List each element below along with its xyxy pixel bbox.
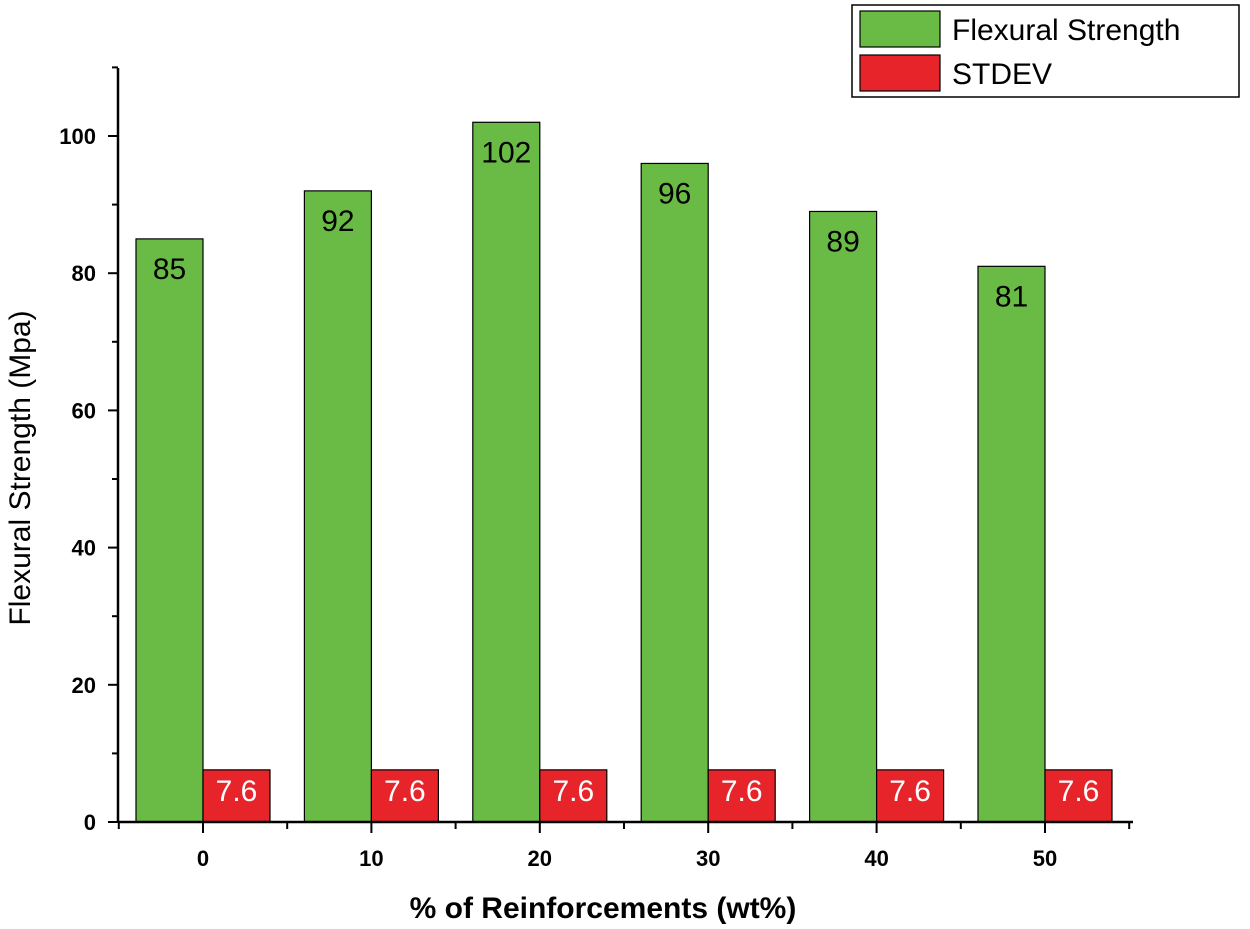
x-axis-title: % of Reinforcements (wt%) (410, 892, 797, 925)
stdev-value-label-50: 7.6 (1058, 775, 1100, 808)
legend-label-stdev: STDEV (952, 58, 1052, 91)
y-tick-label-20: 20 (72, 673, 96, 698)
stdev-bar-0 (202, 769, 271, 823)
x-tick-label-20: 20 (528, 846, 552, 871)
flexural-value-label-50: 81 (995, 280, 1028, 313)
x-tick-label-30: 30 (696, 846, 720, 871)
stdev-bar-20 (539, 769, 608, 823)
x-tick-label-10: 10 (359, 846, 383, 871)
flexural-bar-40 (808, 210, 878, 823)
flexural-value-label-40: 89 (826, 225, 859, 258)
flexural-bar-20 (472, 121, 541, 823)
stdev-bar-50 (1044, 769, 1113, 823)
axes-layer: 0 20 40 60 80 100 0 10 20 30 40 50 (59, 66, 1133, 871)
x-tick-label-50: 50 (1033, 846, 1057, 871)
flexural-value-label-10: 92 (321, 205, 354, 238)
stdev-value-label-30: 7.6 (721, 775, 763, 808)
stdev-value-label-10: 7.6 (384, 775, 426, 808)
flexural-bar-30 (640, 162, 709, 823)
flexural-value-label-30: 96 (658, 177, 691, 210)
flexural-value-label-0: 85 (153, 253, 186, 286)
legend-swatch-stdev (859, 54, 941, 92)
stdev-value-label-0: 7.6 (216, 775, 258, 808)
flexural-bar-0 (135, 238, 204, 823)
stdev-bar-30 (707, 769, 776, 823)
flexural-bar-10 (303, 190, 372, 823)
legend: Flexural Strength STDEV (851, 4, 1240, 98)
y-tick-label-60: 60 (72, 398, 96, 423)
stdev-bar-10 (370, 769, 439, 823)
y-tick-label-100: 100 (59, 124, 96, 149)
stdev-value-label-20: 7.6 (552, 775, 594, 808)
flexural-value-label-20: 102 (481, 136, 531, 169)
y-axis-title: Flexural Strength (Mpa) (4, 310, 37, 625)
x-tick-label-40: 40 (864, 846, 888, 871)
bars-layer: 85 7.6 92 7.6 102 7.6 96 7.6 89 7.6 81 7.6 (135, 121, 1113, 823)
flexural-bar-50 (977, 265, 1046, 823)
y-tick-label-80: 80 (72, 261, 96, 286)
x-tick-label-0: 0 (197, 846, 209, 871)
legend-swatch-flexural (859, 10, 941, 48)
y-tick-label-0: 0 (84, 810, 96, 835)
legend-label-flexural: Flexural Strength (952, 14, 1180, 47)
y-tick-label-40: 40 (72, 536, 96, 561)
stdev-value-label-40: 7.6 (889, 775, 931, 808)
